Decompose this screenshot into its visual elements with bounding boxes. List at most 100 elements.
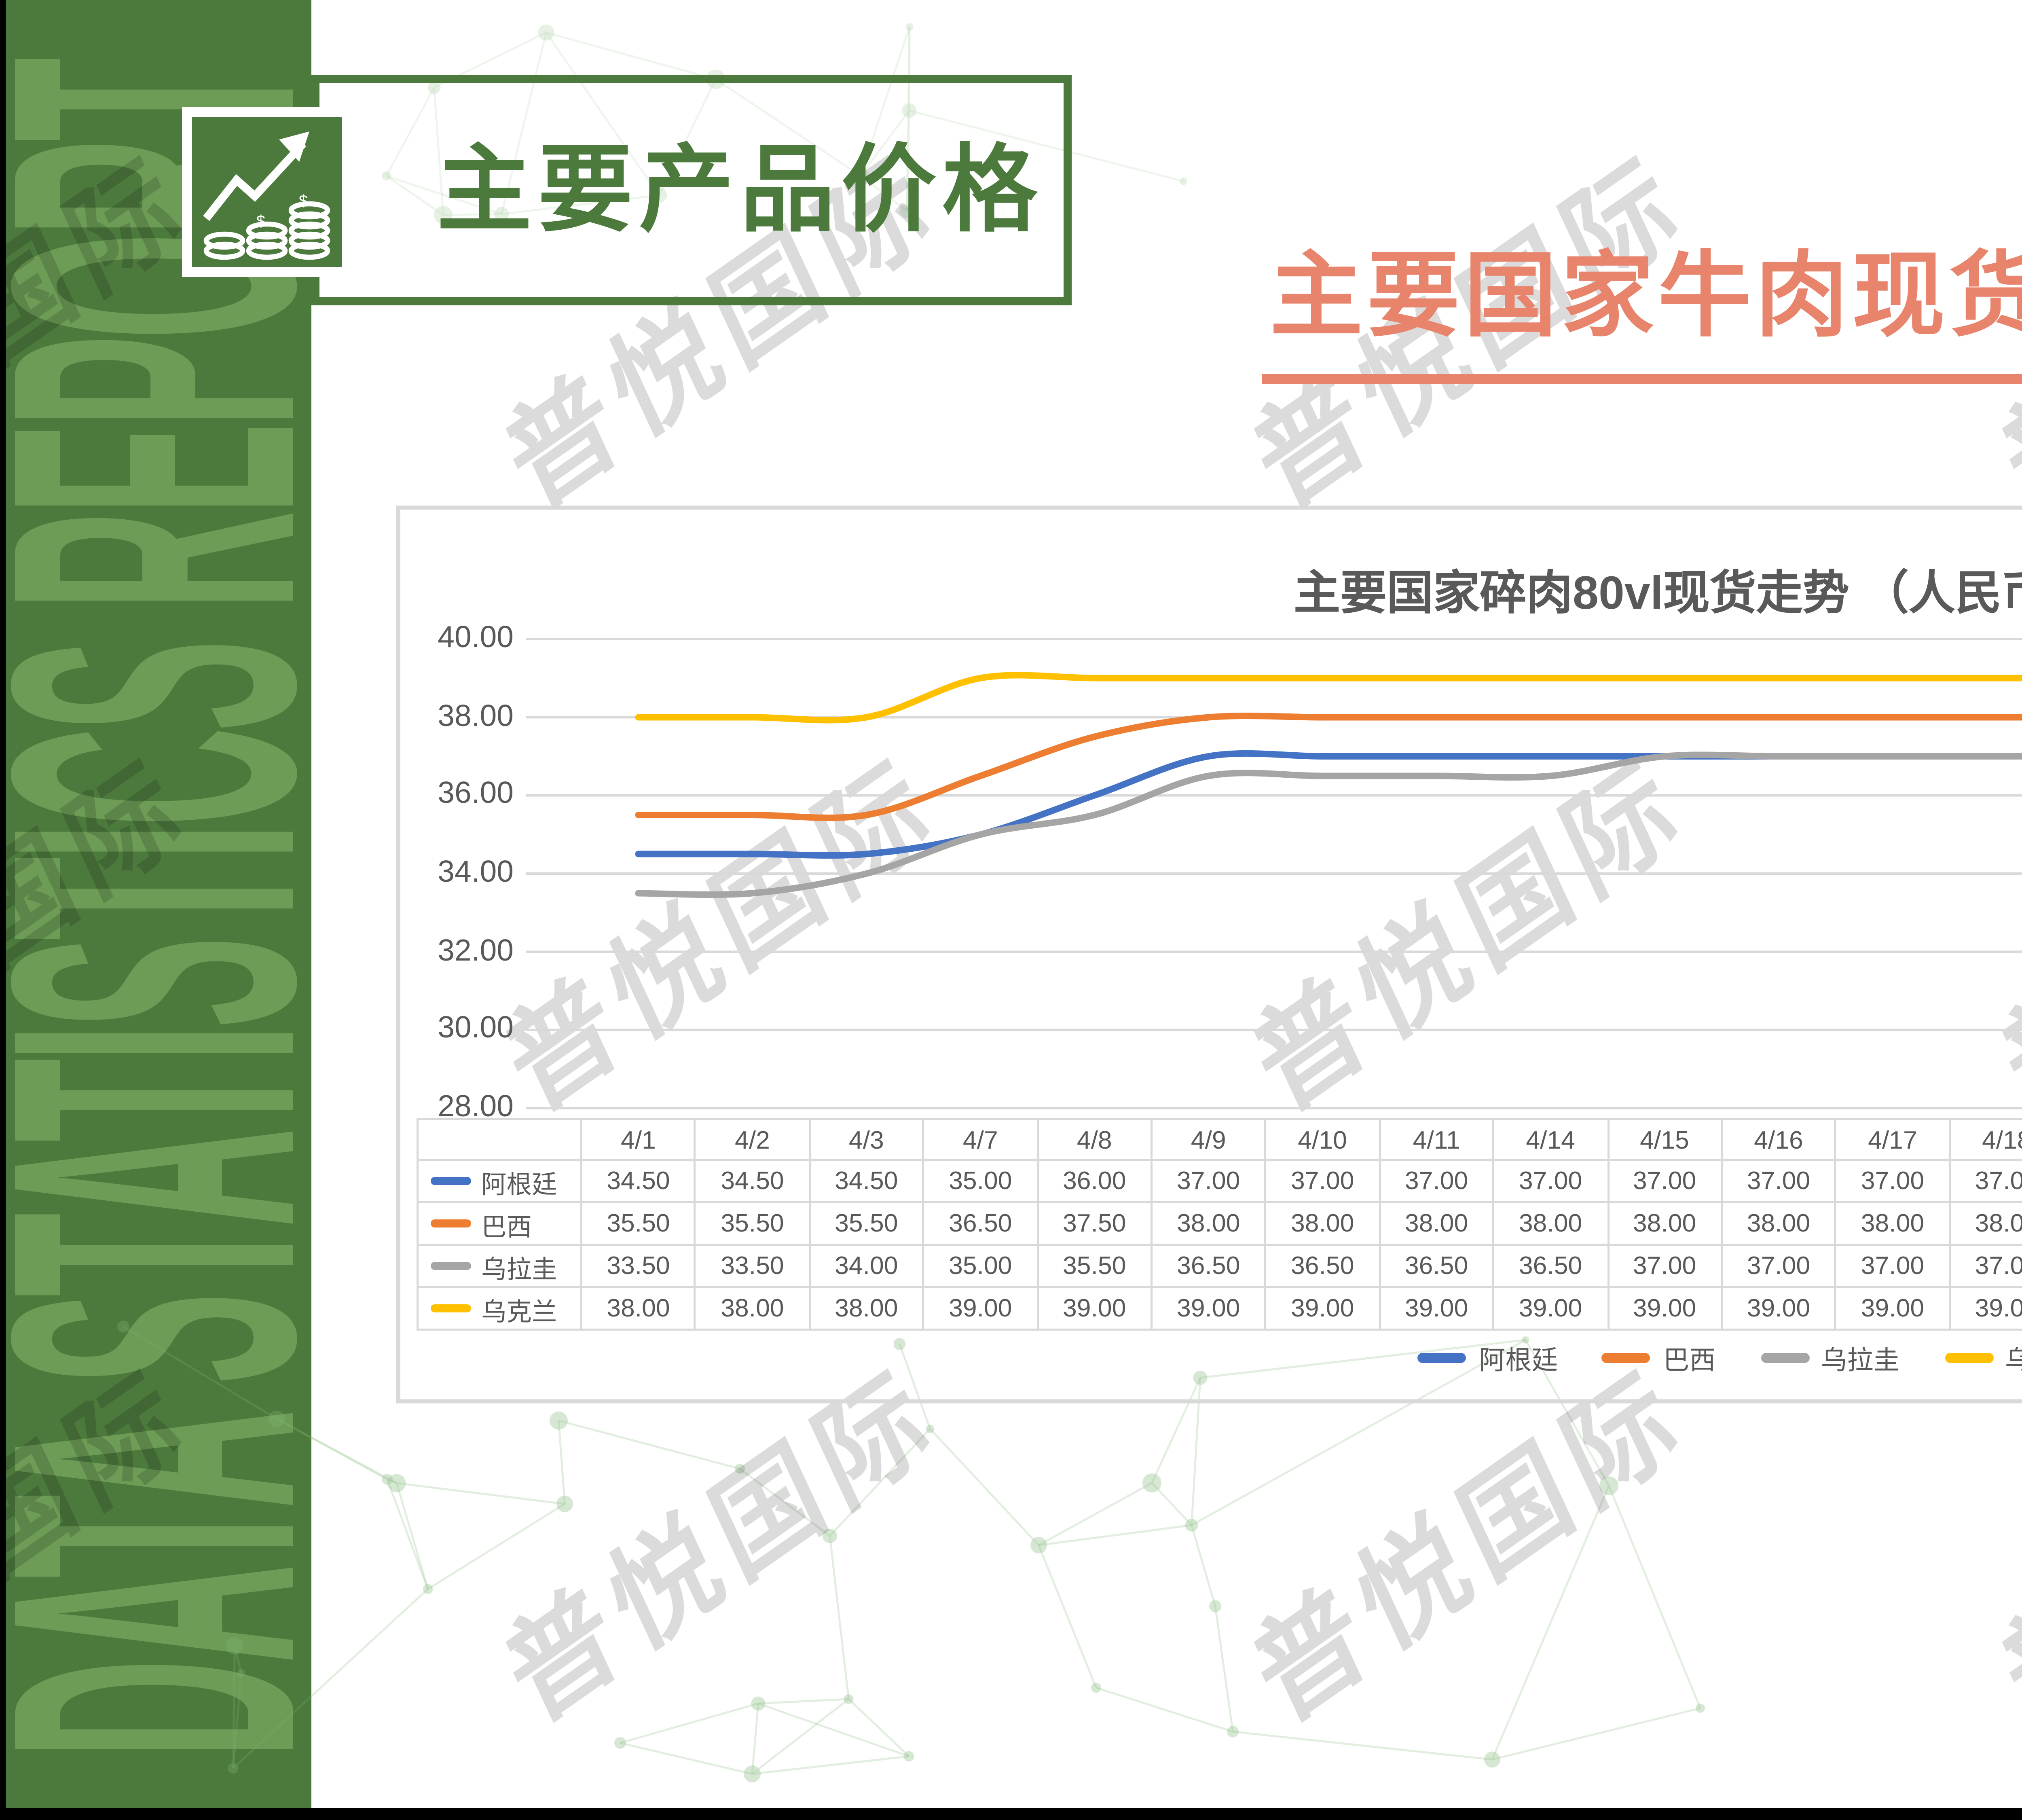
table-value-cell: 37.00: [1722, 1161, 1835, 1201]
series-name: 乌拉圭: [481, 1255, 557, 1283]
section-header-box: 主要产品价格: [311, 75, 1072, 305]
legend-swatch-icon: [1602, 1353, 1651, 1363]
table-value-cell: 35.00: [924, 1161, 1036, 1201]
table-value-cell: 37.50: [1038, 1203, 1151, 1244]
table-date-header: 4/10: [1266, 1120, 1379, 1159]
chart-card: 主要国家碎肉80vl现货走势 （人民币元/kg） 40.0038.0036.00…: [396, 506, 2022, 1403]
table-value-cell: 38.00: [1152, 1203, 1265, 1244]
table-value-cell: 38.00: [1608, 1203, 1721, 1244]
legend-item: 巴西: [1602, 1339, 1716, 1377]
svg-text:$: $: [256, 212, 265, 230]
chart-title: 主要国家碎肉80vl现货走势 （人民币元/kg）: [1293, 566, 2022, 619]
table-value-cell: 37.00: [1950, 1161, 2022, 1201]
table-value-cell: 33.50: [582, 1246, 694, 1286]
table-value-cell: 38.00: [1722, 1203, 1835, 1244]
table-value-cell: 39.00: [1836, 1288, 1949, 1329]
chart-legend: 阿根廷 巴西 乌拉圭 乌克兰: [400, 1339, 2022, 1377]
y-axis-tick-label: 30.00: [438, 1012, 514, 1046]
table-value-cell: 34.50: [582, 1161, 694, 1201]
table-value-cell: 38.00: [1266, 1203, 1379, 1244]
table-date-header: 4/8: [1038, 1120, 1151, 1159]
series-line-0: [635, 750, 2022, 859]
table-date-header: 4/17: [1836, 1120, 1949, 1159]
table-row-label: 巴西: [419, 1203, 580, 1244]
table-value-cell: 39.00: [1038, 1288, 1151, 1329]
table-value-cell: 37.00: [1152, 1161, 1265, 1201]
table-value-cell: 36.50: [924, 1203, 1036, 1244]
table-value-cell: 38.00: [582, 1288, 694, 1329]
table-value-cell: 35.50: [696, 1203, 808, 1244]
y-axis-tick-label: 40.00: [438, 621, 514, 655]
table-value-cell: 35.50: [582, 1203, 694, 1244]
table-value-cell: 37.00: [1608, 1246, 1721, 1286]
table-value-cell: 36.50: [1152, 1246, 1265, 1286]
series-color-swatch: [431, 1177, 471, 1185]
table-value-cell: 37.00: [1608, 1161, 1721, 1201]
line-chart-plot: [526, 638, 2022, 1109]
table-value-cell: 34.50: [696, 1161, 808, 1201]
left-edge-line: [0, 0, 6, 1820]
legend-label: 巴西: [1663, 1345, 1716, 1375]
legend-item: 阿根廷: [1418, 1339, 1558, 1377]
table-value-cell: 37.00: [1722, 1246, 1835, 1286]
bottom-edge-line: [0, 1808, 2022, 1820]
table-value-cell: 39.00: [924, 1288, 1036, 1329]
section-header-label: 主要产品价格: [437, 135, 1043, 243]
table-value-cell: 37.00: [1836, 1161, 1949, 1201]
svg-text:$: $: [299, 192, 308, 210]
series-line-2: [635, 751, 2022, 898]
table-value-cell: 35.50: [1038, 1246, 1151, 1286]
table-date-header: 4/7: [924, 1120, 1036, 1159]
table-value-cell: 38.00: [1836, 1203, 1949, 1244]
table-value-cell: 39.00: [1152, 1288, 1265, 1329]
table-row-label: 乌克兰: [419, 1288, 580, 1329]
table-value-cell: 38.00: [1380, 1203, 1493, 1244]
table-value-cell: 38.00: [696, 1288, 808, 1329]
table-date-header: 4/3: [810, 1120, 922, 1159]
y-axis-tick-label: 36.00: [438, 777, 514, 812]
table-value-cell: 35.00: [924, 1246, 1036, 1286]
table-value-cell: 38.00: [810, 1288, 922, 1329]
table-value-cell: 36.50: [1266, 1246, 1379, 1286]
table-value-cell: 39.00: [1722, 1288, 1835, 1329]
table-value-cell: 37.00: [1494, 1161, 1607, 1201]
table-row-label: 阿根廷: [419, 1161, 580, 1201]
table-date-header: 4/15: [1608, 1120, 1721, 1159]
legend-swatch-icon: [1760, 1353, 1809, 1363]
y-axis-tick-label: 34.00: [438, 855, 514, 890]
sidebar-vertical-text: DATA STATISTICS REPORT: [0, 61, 311, 1759]
y-axis-tick-label: 38.00: [438, 699, 514, 734]
chart-data-table: 4/1 4/2 4/3 4/7 4/8 4/9 4/10 4/11 4/14 4/15 4/16 4/…: [417, 1118, 2022, 1331]
table-date-header: 4/2: [696, 1120, 808, 1159]
table-value-cell: 36.00: [1038, 1161, 1151, 1201]
table-value-cell: 33.50: [696, 1246, 808, 1286]
table-date-header: 4/14: [1494, 1120, 1607, 1159]
table-value-cell: 37.00: [1266, 1161, 1379, 1201]
table-value-cell: 34.00: [810, 1246, 922, 1286]
legend-label: 乌拉圭: [1821, 1345, 1900, 1375]
table-value-cell: 38.00: [1494, 1203, 1607, 1244]
table-date-header: 4/1: [582, 1120, 694, 1159]
series-line-1: [635, 712, 2022, 821]
table-value-cell: 39.00: [1266, 1288, 1379, 1329]
left-green-sidebar: DATA STATISTICS REPORT: [0, 0, 311, 1820]
legend-item: 乌拉圭: [1760, 1339, 1900, 1377]
table-row-label: 乌拉圭: [419, 1246, 580, 1286]
table-value-cell: 35.50: [810, 1203, 922, 1244]
series-color-swatch: [431, 1304, 471, 1312]
series-name: 阿根廷: [481, 1170, 557, 1198]
y-axis-tick-label: 32.00: [438, 933, 514, 968]
table-value-cell: 37.00: [1950, 1246, 2022, 1286]
table-date-header: 4/16: [1722, 1120, 1835, 1159]
table-value-cell: 36.50: [1494, 1246, 1607, 1286]
legend-swatch-icon: [1944, 1353, 1993, 1363]
table-corner-cell: [419, 1120, 580, 1159]
table-value-cell: 37.00: [1380, 1161, 1493, 1201]
table-value-cell: 37.00: [1836, 1246, 1949, 1286]
series-color-swatch: [431, 1262, 471, 1270]
table-date-header: 4/9: [1152, 1120, 1265, 1159]
table-value-cell: 39.00: [1950, 1288, 2022, 1329]
series-name: 巴西: [481, 1212, 532, 1241]
